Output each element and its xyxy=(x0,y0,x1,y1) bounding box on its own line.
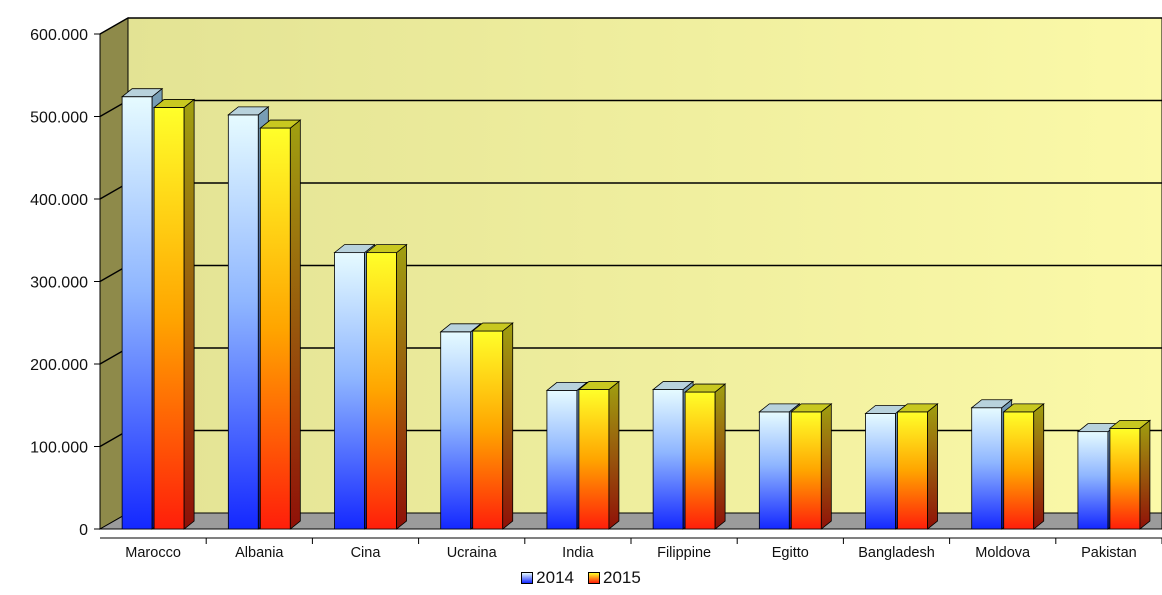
bar-side xyxy=(289,119,301,530)
bar-front xyxy=(790,411,822,530)
bar-front xyxy=(259,127,291,530)
bar-front xyxy=(121,96,153,530)
bar-top xyxy=(227,106,270,116)
x-tick-label-Cina: Cina xyxy=(351,545,382,561)
x-tick-label-Bangladesh: Bangladesh xyxy=(858,545,935,561)
bar-front xyxy=(227,114,259,530)
bar-2015-Moldova xyxy=(1002,403,1045,530)
bar-front xyxy=(153,107,185,530)
bar-front xyxy=(897,411,928,530)
bar-2015-Marocco xyxy=(152,98,196,530)
bar-side xyxy=(396,243,407,530)
bar-side xyxy=(927,403,938,530)
bar-side xyxy=(502,322,514,530)
bar-top xyxy=(120,88,164,98)
bar-front xyxy=(1109,427,1141,530)
bar-top xyxy=(683,383,727,393)
gridline xyxy=(99,17,1162,35)
bar-top xyxy=(471,322,514,332)
x-tick-label-Marocco: Marocco xyxy=(125,545,181,561)
bar-front xyxy=(971,407,1003,530)
bar-top xyxy=(970,399,1013,409)
y-tick-label: 300.000 xyxy=(30,275,88,292)
bar-front xyxy=(865,413,896,530)
bar-side xyxy=(1139,419,1151,530)
y-tick-label: 400.000 xyxy=(30,192,88,209)
bar-top xyxy=(259,119,302,129)
bar-top xyxy=(365,244,408,254)
bar-top xyxy=(758,403,801,413)
bar-2015-Pakistan xyxy=(1108,419,1152,530)
bar-top xyxy=(333,244,376,254)
y-tick-label: 0 xyxy=(79,522,88,539)
bar-side xyxy=(183,98,195,530)
bar-front xyxy=(1077,431,1109,530)
x-tick-label-Albania: Albania xyxy=(235,545,284,561)
y-tick-label: 100.000 xyxy=(30,440,88,457)
y-tick-label: 200.000 xyxy=(30,357,88,374)
bar-top xyxy=(790,403,833,413)
legend-item-2014: 2014 xyxy=(521,568,574,588)
x-tick-label-Egitto: Egitto xyxy=(772,545,809,561)
bar-2015-India xyxy=(577,380,621,530)
bar-front xyxy=(546,389,578,530)
legend-swatch-2014 xyxy=(521,572,534,584)
bar-top xyxy=(545,381,589,391)
bar-2015-Ucraina xyxy=(471,322,514,530)
y-tick-label: 500.000 xyxy=(30,110,88,127)
x-tick-label-Filippine: Filippine xyxy=(657,545,711,561)
bar-front xyxy=(472,330,504,530)
bar-front xyxy=(758,411,790,530)
x-tick-label-Pakistan: Pakistan xyxy=(1081,545,1137,561)
legend-item-2015: 2015 xyxy=(588,568,641,588)
legend-label-2015: 2015 xyxy=(603,568,641,587)
legend: 2014 2015 xyxy=(0,568,1162,588)
bar-2015-Bangladesh xyxy=(896,403,939,530)
bar-top xyxy=(1108,419,1152,429)
legend-swatch-2015 xyxy=(588,572,600,584)
bar-front xyxy=(440,331,472,530)
x-tick-label-India: India xyxy=(562,545,594,561)
y-tick-label: 600.000 xyxy=(30,27,88,44)
bar-front xyxy=(652,389,684,530)
x-tick-label-Ucraina: Ucraina xyxy=(447,545,498,561)
bar-front xyxy=(366,252,397,530)
bar-2015-Filippine xyxy=(683,383,727,530)
bar-top xyxy=(1002,403,1045,413)
bar-side xyxy=(714,383,726,530)
bar-2015-Cina xyxy=(365,243,408,530)
legend-label-2014: 2014 xyxy=(536,568,574,587)
bar-2015-Egitto xyxy=(790,403,833,530)
x-tick-label-Moldova: Moldova xyxy=(975,545,1031,561)
bar-top xyxy=(896,403,939,413)
bar-front xyxy=(334,252,365,530)
bar-top xyxy=(577,381,621,390)
bar-front xyxy=(578,389,610,530)
bar-top xyxy=(439,323,482,333)
bar-top xyxy=(651,381,695,390)
bar-side xyxy=(1033,403,1045,530)
bar-top xyxy=(152,99,196,108)
bar-front xyxy=(1003,411,1035,530)
bar-side xyxy=(608,380,620,530)
bar-front xyxy=(684,391,716,530)
bar-2015-Albania xyxy=(259,119,302,530)
bar-side xyxy=(820,403,832,530)
